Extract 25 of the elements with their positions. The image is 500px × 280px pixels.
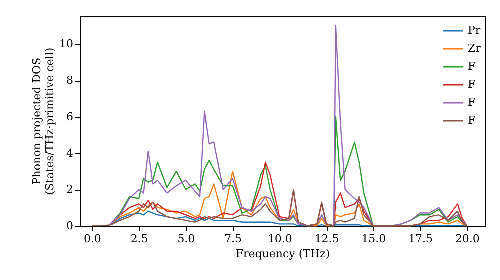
x-tick-label: 17.5 (408, 232, 434, 246)
legend-label: F (468, 78, 476, 91)
y-tick-label: 4 (66, 146, 74, 160)
legend-label: F (468, 114, 476, 127)
x-tick-label: 10.0 (268, 232, 292, 246)
line-series (92, 189, 468, 227)
y-axis-title: Phonon projected DOS (States/THz·primitive cell) (30, 48, 57, 196)
legend-label: Zr (468, 42, 482, 55)
legend-label: F (468, 60, 476, 73)
x-tick-label: 5.0 (178, 232, 196, 246)
line-series (110, 25, 468, 227)
x-tick-label: 12.5 (314, 232, 340, 246)
x-tick-label: 20.0 (455, 232, 480, 246)
legend-label: F (468, 96, 476, 109)
x-axis-title: Frequency (THz) (236, 248, 330, 260)
legend-label: Pr (468, 24, 482, 37)
x-tick-label: 7.5 (224, 232, 242, 246)
y-tick-label: 8 (66, 74, 74, 88)
y-tick-label: 2 (66, 183, 74, 196)
y-tick-label: 10 (60, 38, 74, 51)
y-tick-label: 6 (66, 110, 74, 124)
y-tick-label: 0 (66, 220, 74, 232)
x-tick-label: 2.5 (130, 232, 148, 246)
x-tick-label: 0.0 (84, 232, 102, 246)
x-tick-label: 15.0 (362, 232, 386, 246)
